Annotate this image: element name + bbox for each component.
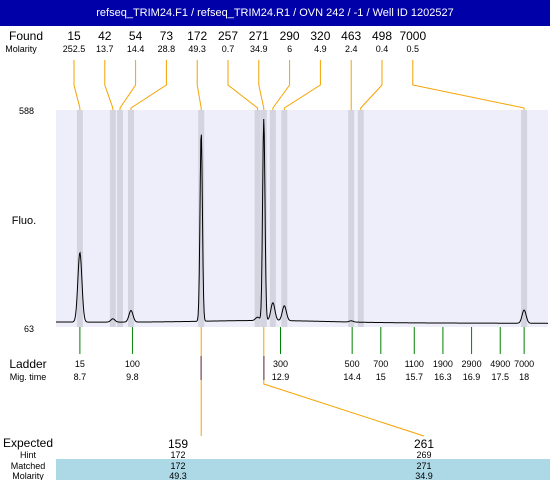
found-peak-molarity: 14.4 bbox=[127, 44, 145, 54]
peak-band bbox=[357, 110, 364, 327]
peak-band bbox=[117, 110, 124, 327]
peak-band bbox=[76, 110, 83, 327]
found-label: Found bbox=[9, 29, 43, 43]
ladder-mig-time: 16.3 bbox=[434, 372, 452, 382]
found-peak-size: 42 bbox=[98, 29, 112, 43]
found-peak-connector bbox=[119, 60, 137, 110]
window-title: refseq_TRIM24.F1 / refseq_TRIM24.R1 / OV… bbox=[96, 7, 454, 19]
found-peak-size: 271 bbox=[249, 29, 269, 43]
ladder-mig-time: 17.5 bbox=[491, 372, 509, 382]
found-peak-size: 15 bbox=[67, 29, 81, 43]
ladder-size: 1100 bbox=[405, 359, 424, 369]
found-peak-connector bbox=[272, 60, 291, 110]
y-tick-label: 588 bbox=[19, 106, 34, 116]
ladder-mig-time: 12.9 bbox=[272, 372, 290, 382]
found-peak-size: 498 bbox=[372, 29, 392, 43]
expected-matched: 172 bbox=[170, 461, 185, 471]
peak-band bbox=[348, 110, 355, 327]
y-axis-label: Fluo. bbox=[12, 215, 36, 227]
matched-label: Matched bbox=[11, 461, 46, 471]
found-peak-molarity: 2.4 bbox=[345, 44, 358, 54]
ladder-mig-time: 14.4 bbox=[343, 372, 361, 382]
found-peak-molarity: 6 bbox=[287, 44, 292, 54]
ladder-size: 1900 bbox=[433, 359, 453, 369]
title-bar bbox=[0, 0, 550, 26]
found-peak-molarity: 13.7 bbox=[96, 44, 114, 54]
found-peak-molarity: 49.3 bbox=[188, 44, 206, 54]
found-peak-connector bbox=[412, 60, 525, 110]
found-peak-molarity: 28.8 bbox=[158, 44, 176, 54]
found-peak-molarity: 34.9 bbox=[250, 44, 268, 54]
peak-band bbox=[281, 110, 288, 327]
ladder-size: 300 bbox=[273, 359, 288, 369]
found-peak-size: 320 bbox=[310, 29, 330, 43]
found-peak-connector bbox=[283, 60, 321, 110]
ladder-size: 100 bbox=[125, 359, 140, 369]
ladder-size: 15 bbox=[75, 359, 85, 369]
expected-hint: 172 bbox=[170, 450, 185, 460]
expected-connector bbox=[263, 327, 425, 437]
ladder-size: 4900 bbox=[490, 359, 510, 369]
ladder-mig-time: 9.8 bbox=[126, 372, 139, 382]
ladder-mig-time: 8.7 bbox=[74, 372, 87, 382]
fluorescence-trace bbox=[55, 118, 548, 324]
ladder-mig-time: 16.9 bbox=[463, 372, 481, 382]
peak-band bbox=[269, 110, 276, 327]
found-peak-size: 172 bbox=[187, 29, 207, 43]
found-peak-size: 73 bbox=[160, 29, 174, 43]
peak-band bbox=[260, 110, 267, 327]
found-peak-molarity: 0.7 bbox=[222, 44, 235, 54]
found-peak-size: 54 bbox=[129, 29, 143, 43]
found-peak-size: 257 bbox=[218, 29, 238, 43]
found-peak-connector bbox=[130, 60, 167, 110]
ladder-mig-time: 15.7 bbox=[405, 372, 423, 382]
expected-matched: 271 bbox=[416, 461, 431, 471]
found-peak-connector bbox=[227, 60, 259, 110]
ladder-label: Ladder bbox=[9, 357, 46, 371]
mig-time-label: Mig. time bbox=[10, 372, 47, 382]
ladder-size: 700 bbox=[373, 359, 388, 369]
found-peak-connector bbox=[258, 60, 265, 110]
found-peak-connector bbox=[104, 60, 114, 110]
found-peak-connector bbox=[360, 60, 383, 110]
found-peak-molarity: 252.5 bbox=[63, 44, 86, 54]
found-peak-size: 290 bbox=[280, 29, 300, 43]
ladder-size: 2900 bbox=[462, 359, 482, 369]
peak-band bbox=[198, 110, 205, 327]
expected-molarity-label: Molarity bbox=[12, 471, 44, 480]
found-peak-molarity: 0.4 bbox=[376, 44, 389, 54]
molarity-label: Molarity bbox=[5, 44, 37, 54]
matched-row-background bbox=[56, 459, 550, 480]
found-peak-size: 463 bbox=[341, 29, 361, 43]
ladder-mig-time: 18 bbox=[519, 372, 529, 382]
found-peak-connector bbox=[73, 60, 81, 110]
expected-size: 261 bbox=[414, 437, 434, 451]
y-tick-label: 63 bbox=[24, 324, 34, 334]
expected-molarity: 34.9 bbox=[415, 471, 433, 480]
expected-size: 159 bbox=[168, 437, 188, 451]
ladder-size: 500 bbox=[345, 359, 360, 369]
found-peak-molarity: 4.9 bbox=[314, 44, 327, 54]
found-peak-size: 7000 bbox=[399, 29, 426, 43]
ladder-size: 7000 bbox=[514, 359, 534, 369]
expected-molarity: 49.3 bbox=[169, 471, 187, 480]
expected-label: Expected bbox=[3, 436, 53, 450]
peak-band bbox=[109, 110, 116, 327]
ladder-mig-time: 15 bbox=[376, 372, 386, 382]
peak-band bbox=[127, 110, 134, 327]
found-peak-molarity: 0.5 bbox=[407, 44, 420, 54]
found-peak-connector bbox=[196, 60, 202, 110]
hint-label: Hint bbox=[20, 450, 37, 460]
peak-band bbox=[521, 110, 528, 327]
plot-area bbox=[56, 110, 548, 327]
expected-hint: 269 bbox=[416, 450, 431, 460]
peak-band bbox=[254, 110, 261, 327]
